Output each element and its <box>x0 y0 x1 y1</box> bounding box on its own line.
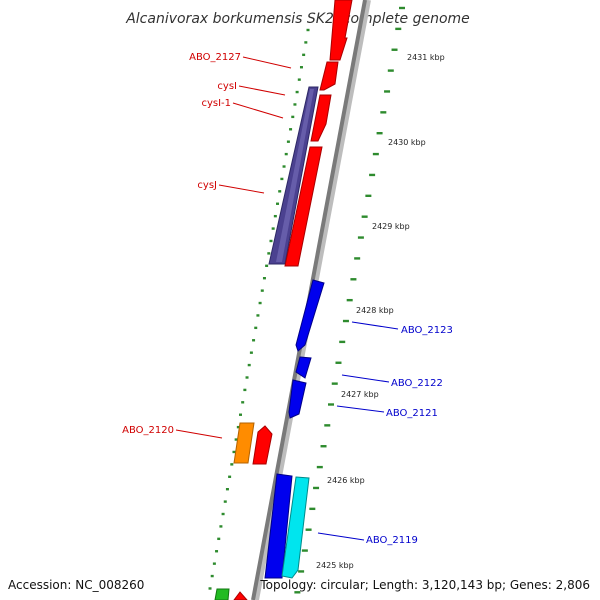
callout-ABO2120 <box>175 429 223 439</box>
gene-ABO2122-blue[interactable] <box>295 356 312 379</box>
tick-label-2427: 2427 kbp <box>341 390 379 399</box>
gene-ABO2119-cyan[interactable] <box>281 476 310 579</box>
gene-bottom-green[interactable] <box>214 588 230 600</box>
gene-cysI-red[interactable] <box>310 94 332 142</box>
gene-label-cysI-1: cysI-1 <box>201 98 231 109</box>
callout-ABO2121 <box>336 405 385 413</box>
gene-ABO2127-red[interactable] <box>319 61 339 91</box>
gene-label-ABO2122: ABO_2122 <box>391 378 443 389</box>
callout-ABO2127 <box>242 56 292 69</box>
gene-ABO2119-blue[interactable] <box>264 473 293 579</box>
gene-top-red[interactable] <box>329 0 353 61</box>
tick-label-2425: 2425 kbp <box>316 561 354 570</box>
tick-track <box>294 6 405 594</box>
tick-label-2431: 2431 kbp <box>407 53 445 62</box>
callout-cysI <box>238 85 286 96</box>
gene-label-cysJ: cysJ <box>197 180 217 191</box>
gene-ABO2120-orange[interactable] <box>233 422 255 464</box>
gene-cysI1-red[interactable] <box>284 146 323 267</box>
gene-label-ABO2120: ABO_2120 <box>122 425 174 436</box>
tick-label-2429: 2429 kbp <box>372 222 410 231</box>
callout-ABO2123 <box>351 321 399 330</box>
callout-cysJ <box>218 184 265 194</box>
gene-label-cysI: cysI <box>217 81 237 92</box>
callout-ABO2122 <box>341 374 390 383</box>
tick-label-2428: 2428 kbp <box>356 306 394 315</box>
tick-label-2426: 2426 kbp <box>327 476 365 485</box>
gene-ABO2121-blue[interactable] <box>288 379 307 419</box>
gene-ABO2123-blue[interactable] <box>295 279 325 352</box>
gene-cysJ-highlight <box>276 89 314 262</box>
gene-label-ABO2127: ABO_2127 <box>189 52 241 63</box>
gene-label-ABO2121: ABO_2121 <box>386 408 438 419</box>
tick-label-2430: 2430 kbp <box>388 138 426 147</box>
callout-ABO2119 <box>317 532 365 541</box>
topology-text: Topology: circular; Length: 3,120,143 bp… <box>260 578 590 592</box>
accession-text: Accession: NC_008260 <box>8 578 145 592</box>
gene-label-ABO2119: ABO_2119 <box>366 535 418 546</box>
callout-cysI-1 <box>232 102 284 119</box>
gene-ABO2120-red[interactable] <box>252 425 273 465</box>
inner-dotted-track <box>208 28 310 590</box>
gene-label-ABO2123: ABO_2123 <box>401 325 453 336</box>
gene-bottom-red[interactable] <box>233 591 248 600</box>
map-title: Alcanivorax borkumensis SK2, complete ge… <box>125 11 470 27</box>
